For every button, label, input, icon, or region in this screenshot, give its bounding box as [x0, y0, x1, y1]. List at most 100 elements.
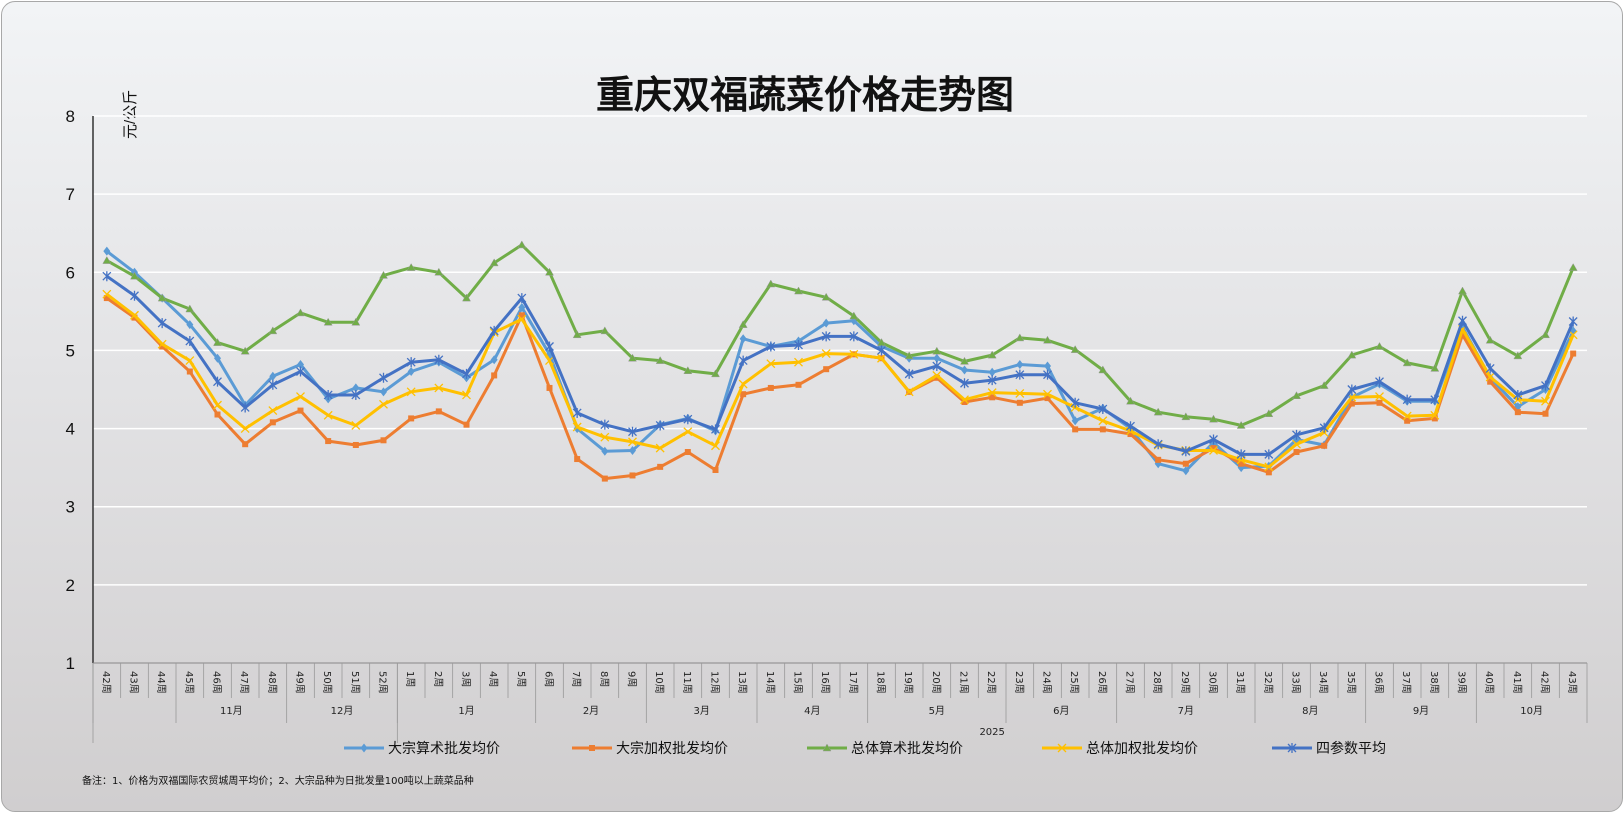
- x-week-label: 9周: [626, 671, 638, 687]
- data-point: [102, 289, 112, 299]
- data-point: [1430, 363, 1440, 372]
- data-point: [545, 267, 554, 276]
- x-week-label: 19周: [902, 671, 914, 694]
- x-week-label: 43周: [1566, 671, 1578, 694]
- x-week-label: 18周: [875, 671, 887, 694]
- x-week-label: 26周: [1096, 671, 1108, 694]
- data-point: [738, 355, 748, 366]
- data-point: [766, 341, 776, 352]
- data-point: [1402, 394, 1412, 405]
- data-point: [102, 256, 112, 264]
- data-point: [434, 354, 444, 365]
- series-line: [105, 293, 1575, 469]
- legend-label: 大宗算术批发均价: [388, 741, 500, 757]
- data-point: [462, 390, 471, 400]
- x-month-label: 11月: [220, 705, 243, 717]
- data-point: [269, 419, 276, 426]
- data-point: [601, 446, 609, 456]
- data-point: [1098, 365, 1108, 374]
- data-point: [130, 310, 139, 320]
- data-point: [1236, 420, 1246, 429]
- x-week-label: 1周: [404, 671, 416, 687]
- data-point: [186, 368, 193, 375]
- data-point: [406, 387, 416, 397]
- legend-marker: [1057, 743, 1067, 753]
- data-point: [380, 387, 387, 397]
- data-point: [683, 427, 693, 437]
- data-point: [849, 331, 859, 342]
- data-point: [1458, 286, 1467, 295]
- data-point: [989, 394, 996, 401]
- data-point: [1375, 376, 1384, 387]
- series-triangle: [102, 240, 1578, 429]
- data-point: [1292, 439, 1301, 449]
- legend-label: 四参数平均: [1316, 740, 1386, 757]
- x-week-label: 39周: [1456, 671, 1468, 694]
- data-point: [1292, 391, 1301, 400]
- data-point: [1375, 392, 1384, 401]
- data-point: [1098, 404, 1108, 415]
- data-point: [1015, 333, 1025, 342]
- data-point: [1015, 369, 1025, 380]
- data-point: [1155, 456, 1162, 463]
- x-month-label: 8月: [1302, 705, 1318, 717]
- data-point: [987, 375, 997, 386]
- data-point: [213, 338, 222, 346]
- data-point: [434, 267, 444, 276]
- data-point: [157, 339, 167, 349]
- data-point: [987, 388, 997, 398]
- data-point: [1070, 397, 1080, 408]
- legend-item: 总体加权批发均价: [1042, 741, 1198, 757]
- data-point: [1182, 460, 1189, 467]
- data-point: [102, 271, 112, 282]
- data-point: [159, 343, 166, 350]
- data-point: [517, 240, 527, 249]
- data-point: [1430, 394, 1440, 405]
- data-point: [268, 326, 278, 335]
- data-point: [463, 421, 470, 428]
- data-point: [462, 293, 471, 302]
- data-point: [574, 456, 581, 463]
- data-point: [296, 366, 305, 377]
- data-point: [794, 339, 803, 350]
- data-point: [822, 318, 830, 328]
- data-point: [545, 341, 554, 352]
- data-point: [1541, 330, 1550, 339]
- x-week-label: 48周: [266, 671, 278, 694]
- data-point: [379, 399, 388, 409]
- data-point: [821, 349, 831, 359]
- data-point: [1071, 416, 1079, 426]
- data-point: [434, 383, 444, 393]
- x-month-label: 4月: [804, 705, 820, 717]
- x-month-label: 3月: [693, 705, 709, 717]
- x-week-label: 14周: [764, 671, 776, 694]
- data-point: [240, 424, 250, 434]
- data-point: [1015, 388, 1025, 398]
- data-point: [572, 330, 582, 339]
- x-week-label: 43周: [128, 671, 140, 694]
- data-point: [1153, 439, 1163, 450]
- data-point: [767, 384, 774, 391]
- x-week-label: 7周: [570, 671, 582, 687]
- y-tick-label: 7: [66, 185, 75, 204]
- data-point: [1098, 416, 1108, 426]
- series-square: [103, 295, 1577, 482]
- x-week-label: 23周: [1013, 671, 1025, 694]
- x-month-label: 7月: [1178, 705, 1194, 717]
- data-point: [1209, 445, 1218, 455]
- data-point: [352, 441, 359, 448]
- data-point: [157, 318, 167, 329]
- data-point: [766, 279, 776, 288]
- x-week-label: 38周: [1428, 671, 1440, 694]
- data-point: [823, 366, 830, 373]
- data-point: [1458, 315, 1467, 326]
- legend-item: 大宗加权批发均价: [572, 741, 728, 757]
- data-point: [1570, 350, 1577, 357]
- x-week-label: 30周: [1207, 671, 1219, 694]
- x-week-label: 16周: [819, 671, 831, 694]
- data-point: [1209, 434, 1218, 445]
- y-tick-label: 6: [66, 263, 75, 282]
- data-point: [1265, 469, 1272, 476]
- data-point: [655, 356, 665, 364]
- data-point: [794, 286, 803, 295]
